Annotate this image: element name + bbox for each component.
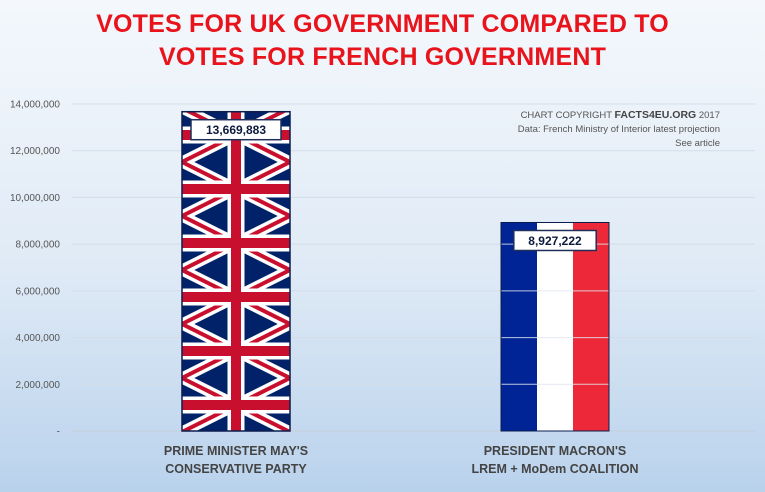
category-labels: PRIME MINISTER MAY'S CONSERVATIVE PARTY PR… xyxy=(164,444,639,476)
y-tick-label: 6,000,000 xyxy=(16,286,61,297)
chart-title-line-1: VOTES FOR UK GOVERNMENT COMPARED TO xyxy=(96,10,669,38)
y-tick-label: 10,000,000 xyxy=(10,193,60,204)
data-source-line: Data: French Ministry of Interior latest… xyxy=(517,124,720,135)
gridlines xyxy=(72,103,755,432)
bar-france-lrem-modem: 8,927,222 xyxy=(500,221,610,432)
y-tick-label: - xyxy=(57,427,60,438)
copyright-year: 2017 xyxy=(696,110,720,121)
category-label: PRIME MINISTER MAY'S xyxy=(164,444,308,458)
bar-uk-conservative: 13,669,883 xyxy=(181,110,291,432)
tricolour-white-stripe xyxy=(537,222,573,431)
y-tick-label: 12,000,000 xyxy=(10,146,60,157)
y-tick-label: 14,000,000 xyxy=(10,100,60,111)
category-label: CONSERVATIVE PARTY xyxy=(165,462,307,476)
category-label: PRESIDENT MACRON'S xyxy=(484,444,627,458)
tricolour-blue-stripe xyxy=(501,222,537,431)
bar-union-jack-fill xyxy=(181,110,291,432)
category-label: LREM + MoDem COALITION xyxy=(471,462,638,476)
y-tick-label: 4,000,000 xyxy=(16,333,61,344)
chart-title: VOTES FOR UK GOVERNMENT COMPARED TO VOTE… xyxy=(0,8,765,74)
copyright-brand: FACTS4EU.ORG xyxy=(614,109,697,121)
y-tick-label: 2,000,000 xyxy=(16,380,61,391)
data-label: 13,669,883 xyxy=(206,123,266,137)
tricolour-red-stripe xyxy=(573,222,609,431)
copyright-line: CHART COPYRIGHT FACTS4EU.ORG 2017 xyxy=(518,108,720,123)
bar-outline xyxy=(500,221,610,432)
chart-credits: CHART COPYRIGHT FACTS4EU.ORG 2017 Data: … xyxy=(518,108,720,151)
y-tick-label: 8,000,000 xyxy=(16,240,61,251)
y-axis-tick-labels: - 2,000,000 4,000,000 6,000,000 8,000,000 10,… xyxy=(10,100,60,438)
data-label-box xyxy=(190,118,282,141)
see-article-line: See article xyxy=(675,138,720,149)
bars: 13,669,883 8,927,222 xyxy=(181,110,610,432)
copyright-prefix: CHART COPYRIGHT xyxy=(520,110,615,121)
data-label: 8,927,222 xyxy=(528,234,582,248)
data-label-box xyxy=(513,229,597,252)
chart-title-line-2: VOTES FOR FRENCH GOVERNMENT xyxy=(158,43,607,71)
